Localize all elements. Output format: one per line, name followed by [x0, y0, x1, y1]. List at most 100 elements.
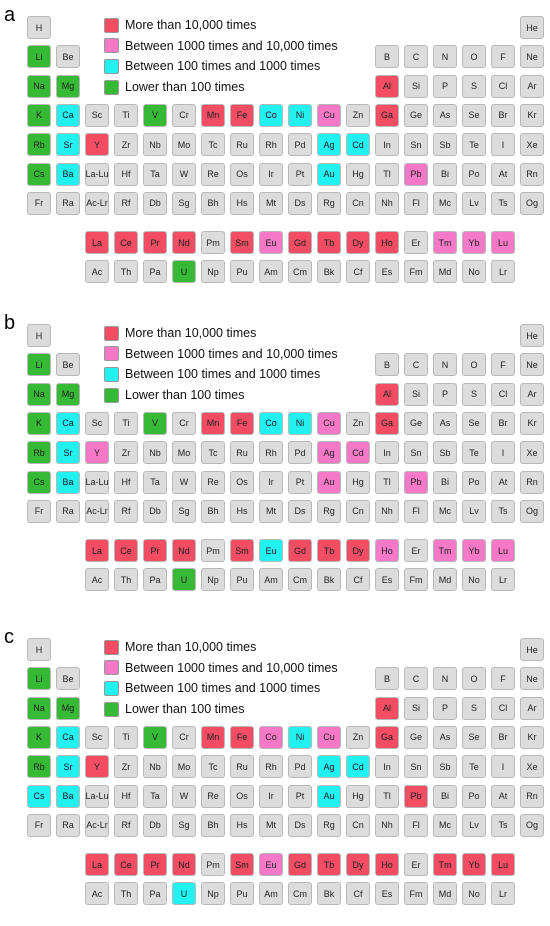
element-cell-eu: Eu — [259, 853, 283, 876]
element-cell-nd: Nd — [172, 853, 196, 876]
element-cell-se: Se — [462, 725, 486, 749]
legend-item: Between 100 times and 1000 times — [104, 365, 320, 383]
element-cell-lv: Lv — [462, 191, 486, 215]
element-cell-sn: Sn — [404, 133, 428, 157]
element-cell-kr: Kr — [520, 103, 544, 127]
element-cell-b: B — [375, 45, 399, 69]
element-cell-co: Co — [259, 725, 283, 749]
element-cell-am: Am — [259, 260, 283, 283]
element-cell-i: I — [491, 441, 515, 465]
element-cell-as: As — [433, 725, 457, 749]
element-cell-cf: Cf — [346, 568, 370, 591]
element-cell-cr: Cr — [172, 725, 196, 749]
element-cell-nb: Nb — [143, 755, 167, 779]
element-cell-k: K — [27, 725, 51, 749]
element-cell-hs: Hs — [230, 191, 254, 215]
legend-label: Between 100 times and 1000 times — [125, 367, 321, 382]
element-cell-eu: Eu — [259, 539, 283, 562]
element-cell-bk: Bk — [317, 882, 341, 905]
element-cell-cf: Cf — [346, 882, 370, 905]
element-cell-rn: Rn — [520, 162, 544, 186]
element-cell-ba: Ba — [56, 784, 80, 808]
element-cell-no: No — [462, 882, 486, 905]
element-cell-w: W — [172, 162, 196, 186]
element-cell-ar: Ar — [520, 74, 544, 98]
element-cell-rf: Rf — [114, 499, 138, 523]
legend-swatch — [104, 79, 119, 95]
element-cell-mo: Mo — [172, 441, 196, 465]
element-cell-pa: Pa — [143, 568, 167, 591]
element-cell-pb: Pb — [404, 162, 428, 186]
element-cell-md: Md — [433, 882, 457, 905]
element-cell-cl: Cl — [491, 696, 515, 720]
element-cell-cd: Cd — [346, 133, 370, 157]
element-cell-hf: Hf — [114, 162, 138, 186]
element-cell-ho: Ho — [375, 231, 399, 254]
element-cell-h: H — [27, 16, 51, 39]
element-cell-o: O — [462, 667, 486, 691]
element-cell-nd: Nd — [172, 539, 196, 562]
element-cell-lu: Lu — [491, 853, 515, 876]
element-cell-ne: Ne — [520, 45, 544, 69]
element-cell-xe: Xe — [520, 441, 544, 465]
element-cell-au: Au — [317, 162, 341, 186]
element-cell-no: No — [462, 568, 486, 591]
element-cell-xe: Xe — [520, 755, 544, 779]
element-cell-pt: Pt — [288, 784, 312, 808]
element-cell-sc: Sc — [85, 725, 109, 749]
panel-label: c — [4, 626, 14, 648]
element-cell-bi: Bi — [433, 470, 457, 494]
element-cell-hf: Hf — [114, 784, 138, 808]
element-cell-tl: Tl — [375, 470, 399, 494]
element-cell-mt: Mt — [259, 191, 283, 215]
element-cell-cm: Cm — [288, 882, 312, 905]
element-cell-cl: Cl — [491, 74, 515, 98]
element-cell-bk: Bk — [317, 260, 341, 283]
element-cell-ta: Ta — [143, 162, 167, 186]
legend-swatch — [104, 346, 119, 362]
element-cell-pd: Pd — [288, 441, 312, 465]
element-cell-zn: Zn — [346, 103, 370, 127]
element-cell-sb: Sb — [433, 755, 457, 779]
element-cell-hg: Hg — [346, 470, 370, 494]
element-cell-rf: Rf — [114, 191, 138, 215]
element-cell-kr: Kr — [520, 411, 544, 435]
element-cell-ca: Ca — [56, 103, 80, 127]
element-cell-la-lu: La-Lu — [85, 784, 109, 808]
element-cell-ga: Ga — [375, 725, 399, 749]
legend-swatch — [104, 680, 119, 696]
element-cell-mc: Mc — [433, 813, 457, 837]
element-cell-al: Al — [375, 382, 399, 406]
element-cell-he: He — [520, 324, 544, 347]
element-cell-fe: Fe — [230, 725, 254, 749]
element-cell-br: Br — [491, 725, 515, 749]
element-cell-lu: Lu — [491, 539, 515, 562]
element-cell-nh: Nh — [375, 191, 399, 215]
element-cell-mg: Mg — [56, 696, 80, 720]
element-cell-np: Np — [201, 882, 225, 905]
element-cell-mo: Mo — [172, 133, 196, 157]
element-cell-ds: Ds — [288, 813, 312, 837]
element-cell-cn: Cn — [346, 813, 370, 837]
legend-label: Lower than 100 times — [125, 388, 245, 403]
element-cell-kr: Kr — [520, 725, 544, 749]
element-cell-ru: Ru — [230, 133, 254, 157]
element-cell-he: He — [520, 638, 544, 661]
element-cell-pr: Pr — [143, 853, 167, 876]
element-cell-ge: Ge — [404, 411, 428, 435]
element-cell-fm: Fm — [404, 260, 428, 283]
element-cell-n: N — [433, 667, 457, 691]
element-cell-in: In — [375, 133, 399, 157]
element-cell-mg: Mg — [56, 74, 80, 98]
element-cell-cn: Cn — [346, 191, 370, 215]
element-cell-re: Re — [201, 784, 225, 808]
legend-item: Between 100 times and 1000 times — [104, 679, 320, 697]
element-cell-br: Br — [491, 103, 515, 127]
element-cell-ts: Ts — [491, 499, 515, 523]
element-cell-md: Md — [433, 260, 457, 283]
element-cell-rb: Rb — [27, 441, 51, 465]
element-cell-tm: Tm — [433, 231, 457, 254]
element-cell-ni: Ni — [288, 725, 312, 749]
element-cell-f: F — [491, 667, 515, 691]
element-cell-ag: Ag — [317, 441, 341, 465]
